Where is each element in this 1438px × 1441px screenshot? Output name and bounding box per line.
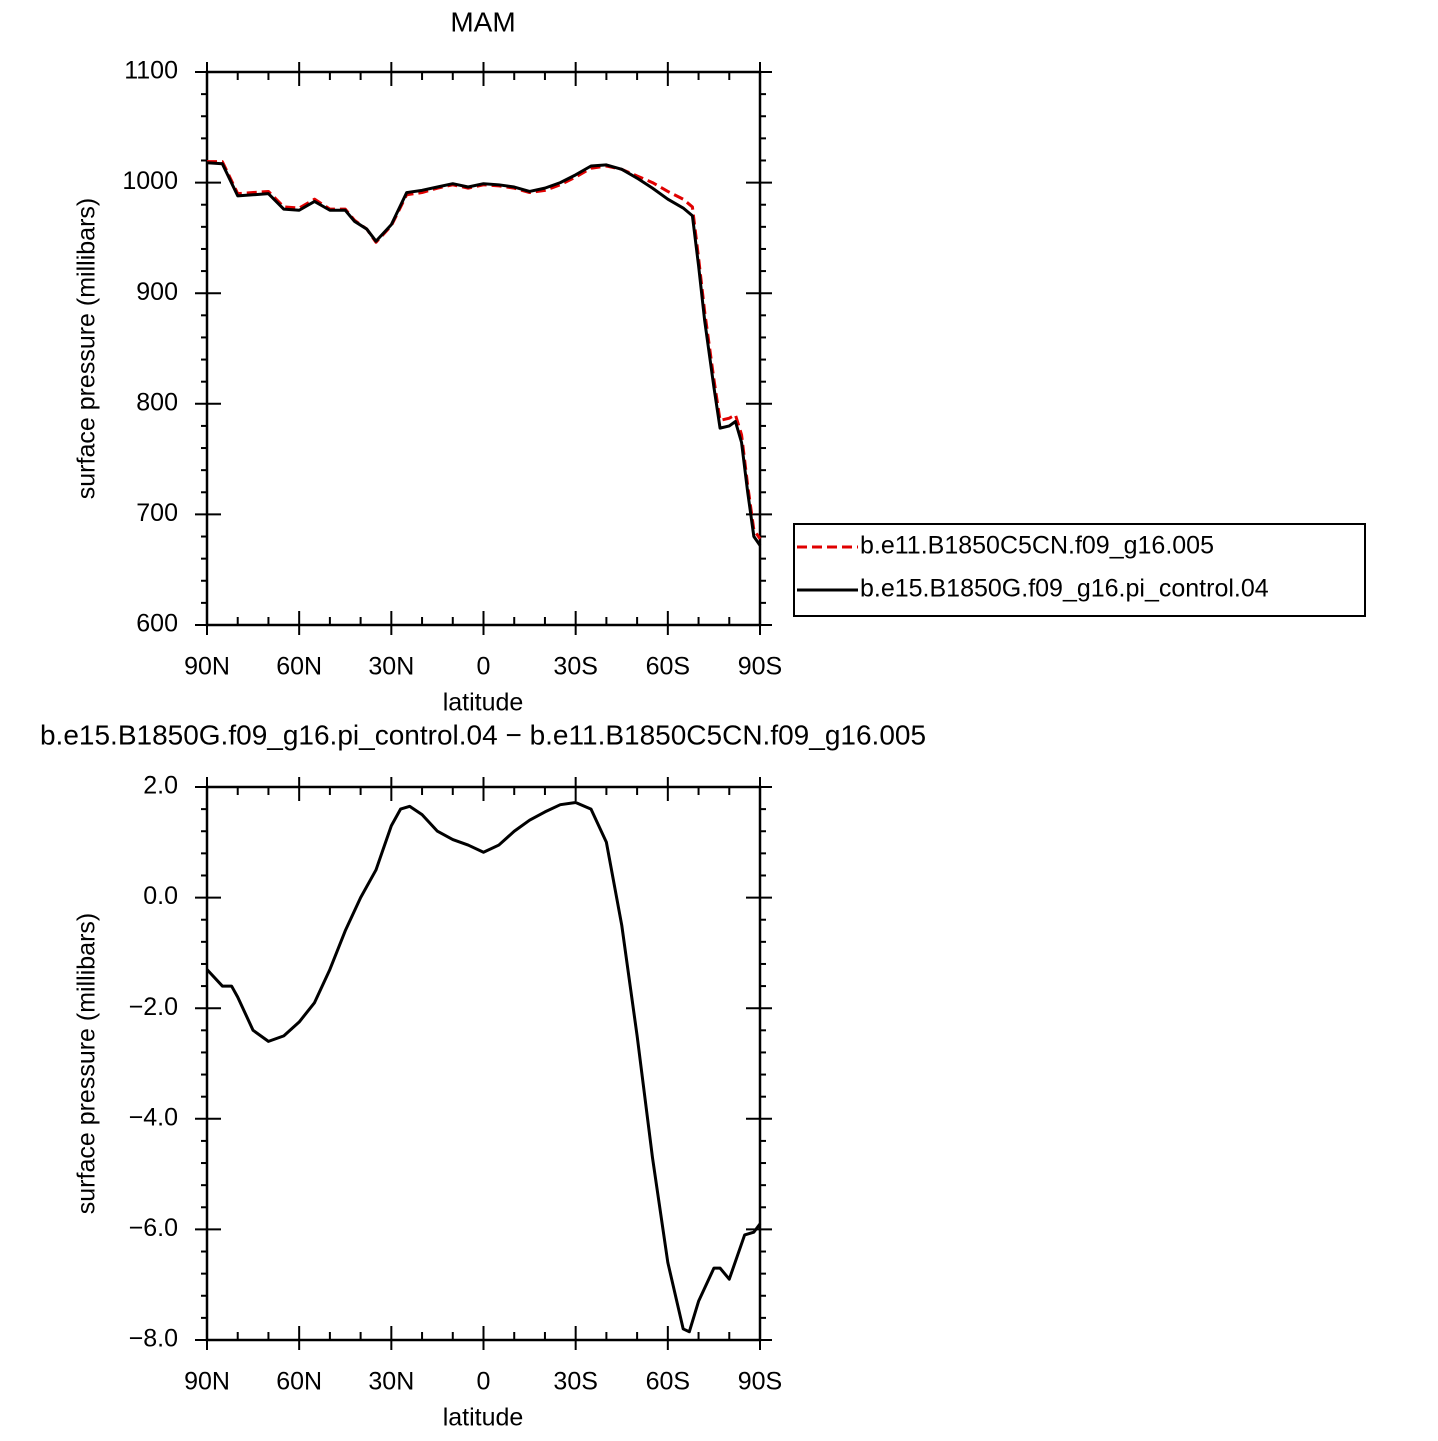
chart-title: MAM: [450, 6, 515, 37]
x-tick-label: 60N: [276, 653, 322, 681]
y-tick-label: 800: [136, 388, 178, 416]
x-tick-label: 60N: [276, 1368, 322, 1396]
x-tick-label: 0: [477, 1368, 491, 1396]
y-tick-label: −2.0: [129, 993, 178, 1021]
x-tick-label: 30N: [368, 653, 414, 681]
x-tick-label: 90S: [738, 1368, 782, 1396]
x-tick-label: 0: [477, 653, 491, 681]
legend-box: [793, 523, 1366, 617]
x-tick-label: 90N: [184, 653, 230, 681]
x-tick-label: 60S: [646, 653, 690, 681]
y-tick-label: 700: [136, 499, 178, 527]
chart-title: b.e15.B1850G.f09_g16.pi_control.04 − b.e…: [40, 719, 926, 750]
x-tick-label: 60S: [646, 1368, 690, 1396]
series-line: [205, 800, 762, 1334]
x-tick-label: 30S: [553, 653, 597, 681]
y-tick-label: −6.0: [129, 1214, 178, 1242]
legend-label: b.e11.B1850C5CN.f09_g16.005: [860, 532, 1214, 560]
series-line: [206, 161, 762, 547]
series-line: [207, 160, 762, 540]
y-tick-label: −8.0: [129, 1325, 178, 1353]
y-axis-label: surface pressure (millibars): [73, 913, 101, 1214]
x-axis-label: latitude: [443, 1404, 524, 1432]
y-tick-label: 600: [136, 610, 178, 638]
plot-frame: [205, 70, 762, 627]
legend-label: b.e15.B1850G.f09_g16.pi_control.04: [860, 575, 1269, 603]
x-tick-label: 30S: [553, 1368, 597, 1396]
y-axis-label: surface pressure (millibars): [73, 198, 101, 499]
y-tick-label: −4.0: [129, 1103, 178, 1131]
y-tick-label: 1000: [122, 167, 178, 195]
x-axis-label: latitude: [443, 689, 524, 717]
x-tick-label: 90S: [738, 653, 782, 681]
y-tick-label: 1100: [124, 57, 178, 85]
y-tick-label: 0.0: [143, 882, 178, 910]
y-tick-label: 900: [136, 278, 178, 306]
plot-frame: [205, 785, 762, 1342]
x-tick-label: 30N: [368, 1368, 414, 1396]
y-tick-label: 2.0: [143, 772, 178, 800]
x-tick-label: 90N: [184, 1368, 230, 1396]
